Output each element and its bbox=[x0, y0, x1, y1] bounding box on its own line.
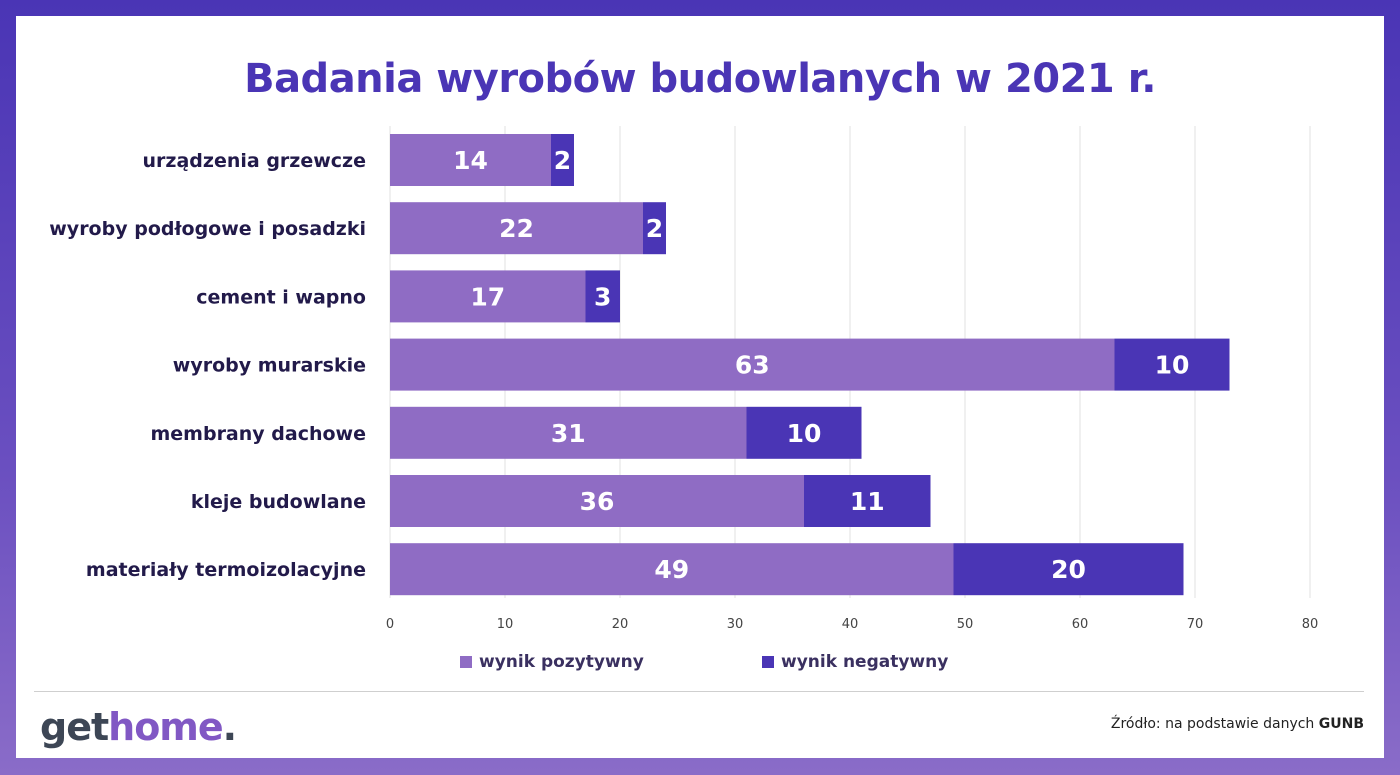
bar-value-label: 2 bbox=[554, 146, 571, 175]
x-tick-labels: 0 10 20 30 40 50 60 70 80 bbox=[386, 617, 1318, 632]
bar-value-label: 63 bbox=[735, 351, 770, 380]
bar-value-label: 49 bbox=[654, 555, 689, 584]
legend: wynik pozytywny wynik negatywny bbox=[16, 652, 1384, 676]
legend-swatch-positive bbox=[460, 656, 472, 668]
legend-swatch-negative bbox=[762, 656, 774, 668]
bar-positive bbox=[390, 475, 804, 527]
bar-value-label: 10 bbox=[787, 419, 822, 448]
bar-positive bbox=[390, 202, 643, 255]
bar-positive bbox=[390, 338, 1115, 391]
bar-negative bbox=[804, 475, 931, 527]
bar-value-label: 17 bbox=[470, 282, 505, 311]
bar-value-label: 20 bbox=[1051, 555, 1086, 584]
bar-positive bbox=[390, 134, 551, 186]
gethome-logo: gethome. bbox=[40, 705, 237, 749]
bar-value-label: 2 bbox=[646, 214, 663, 243]
bar-negative bbox=[551, 134, 574, 186]
x-tick-label: 10 bbox=[497, 617, 514, 632]
x-tick-label: 60 bbox=[1072, 617, 1089, 632]
category-label: wyroby podłogowe i posadzki bbox=[49, 218, 366, 240]
legend-item-positive: wynik pozytywny bbox=[460, 652, 644, 672]
x-tick-label: 40 bbox=[842, 617, 859, 632]
source-prefix: Źródło: na podstawie danych bbox=[1110, 716, 1319, 732]
category-label: cement i wapno bbox=[196, 286, 366, 308]
legend-label-negative: wynik negatywny bbox=[781, 652, 949, 672]
bar-positive bbox=[390, 270, 586, 323]
bar-value-label: 14 bbox=[453, 146, 488, 175]
legend-label-positive: wynik pozytywny bbox=[479, 652, 644, 672]
category-label: membrany dachowe bbox=[150, 423, 366, 445]
legend-item-negative: wynik negatywny bbox=[762, 652, 948, 672]
bar-value-label: 10 bbox=[1155, 351, 1190, 380]
category-label: kleje budowlane bbox=[191, 491, 366, 513]
source-note: Źródło: na podstawie danych GUNB bbox=[1111, 716, 1364, 732]
bar-value-label: 31 bbox=[551, 419, 586, 448]
bar-value-label: 36 bbox=[580, 487, 615, 516]
category-labels: urządzenia grzewcze wyroby podłogowe i po… bbox=[49, 150, 366, 581]
category-label: wyroby murarskie bbox=[173, 355, 366, 377]
chart-title: Badania wyrobów budowlanych w 2021 r. bbox=[244, 56, 1156, 102]
bar-value-label: 11 bbox=[850, 487, 885, 516]
bar-value-label: 3 bbox=[594, 282, 611, 311]
category-label: urządzenia grzewcze bbox=[143, 150, 366, 172]
bar-negative bbox=[1114, 338, 1230, 391]
x-tick-label: 70 bbox=[1187, 617, 1204, 632]
bar-positive bbox=[390, 543, 954, 596]
bar-value-label: 22 bbox=[499, 214, 534, 243]
x-tick-label: 80 bbox=[1302, 617, 1319, 632]
x-tick-label: 30 bbox=[727, 617, 744, 632]
category-label: materiały termoizolacyjne bbox=[86, 559, 366, 581]
bar-negative bbox=[585, 270, 620, 323]
bar-negative bbox=[643, 202, 666, 255]
bar-negative bbox=[746, 406, 862, 459]
x-tick-label: 0 bbox=[386, 617, 394, 632]
source-name: GUNB bbox=[1318, 716, 1364, 732]
x-tick-label: 50 bbox=[957, 617, 974, 632]
chart-card: Badania wyrobów budowlanych w 2021 r. 14… bbox=[16, 16, 1384, 758]
footer-divider bbox=[34, 691, 1364, 692]
x-tick-label: 20 bbox=[612, 617, 629, 632]
bar-negative bbox=[953, 543, 1184, 596]
bar-positive bbox=[390, 406, 747, 459]
